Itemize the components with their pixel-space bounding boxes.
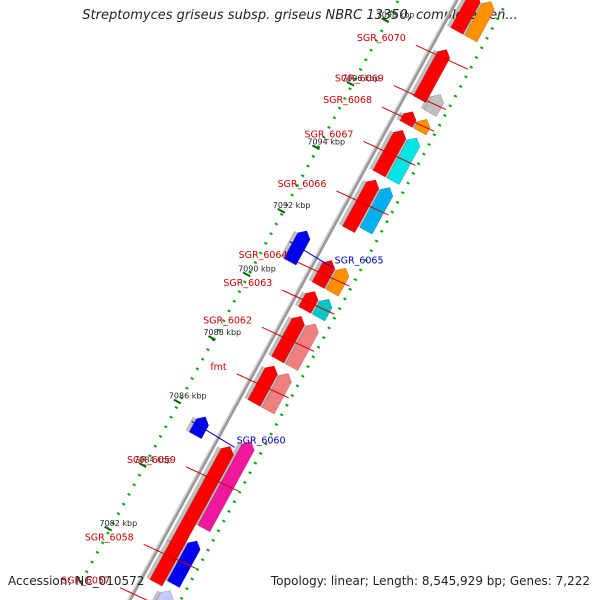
- gene-arrow-SGR_6066: [359, 187, 394, 235]
- ruler-tick-label: 7096 kbp: [342, 74, 380, 83]
- ruler-tick-label: 7088 kbp: [203, 328, 241, 337]
- gene-label: SGR_6066: [277, 179, 326, 190]
- ruler-dotted-line: [79, 0, 401, 583]
- gene-arrow-unlabeled: [413, 49, 451, 103]
- gene-arrow-shadow: [294, 291, 306, 307]
- gene-arrow-SGR_6058: [166, 540, 201, 589]
- gene-arrow-shadow: [152, 590, 161, 600]
- gene-label: SGR_6060: [237, 435, 286, 446]
- gene-label: SGR_6062: [203, 315, 252, 326]
- gene-arrow-shadow: [369, 130, 394, 171]
- gene-labels: SGR_6057 SGR_6058 SGR_6059 SGR_6060 fmt SGR_6…: [61, 33, 469, 600]
- gene-arrow-SGR_6062: [285, 323, 319, 372]
- gene-arrow-shadow: [420, 94, 432, 110]
- gene-label: SGR_6064: [239, 250, 288, 261]
- gene-label-leader: [191, 420, 235, 448]
- ruler-tick: [138, 462, 147, 468]
- gene-arrow-shadow: [185, 416, 197, 433]
- gene-arrow-shadow: [409, 49, 438, 96]
- ruler-tick-label: 7090 kbp: [238, 265, 276, 274]
- gene-arrow-SGR_6059: [197, 441, 255, 533]
- gene-label-leader: [393, 85, 447, 110]
- gene-arrow-SGR_6070: [443, 50, 468, 80]
- gene-label-leader: [143, 543, 196, 569]
- gene-features: [146, 0, 495, 600]
- gene-arrow-shadow: [308, 260, 323, 282]
- gene-arrow-SGR_6064: [325, 267, 350, 297]
- gene-label-leader: [282, 289, 335, 315]
- map-title: Streptomyces griseus subsp. griseus NBRC…: [82, 8, 518, 23]
- gene-label: SGR_6059: [127, 455, 176, 466]
- ruler-tick: [207, 335, 216, 341]
- gene-arrow-shadow: [280, 230, 298, 259]
- gene-arrow-shadow: [146, 539, 171, 580]
- gene-arrow-SGR_6057: [156, 590, 174, 600]
- ruler-tick-label: 7094 kbp: [307, 138, 345, 147]
- gene-arrow-fmt: [261, 373, 292, 415]
- gene-label-leader: [289, 241, 333, 268]
- gene-arrow-SGR_6065: [283, 230, 311, 266]
- topology-text: Topology: linear; Length: 8,545,929 bp; …: [270, 574, 590, 588]
- ruler-tick: [242, 271, 251, 278]
- gene-label-leader: [261, 326, 315, 352]
- gene-label: SGR_6057: [61, 576, 110, 587]
- gene-label: SGR_6069: [335, 74, 384, 85]
- ruler-tick: [277, 208, 286, 214]
- ruler-tick-label: 7084 kbp: [134, 455, 172, 464]
- gene-label-leader: [336, 190, 389, 216]
- accession-text: Accession: NC_010572: [8, 574, 145, 588]
- gene-arrow-shadow: [338, 179, 367, 227]
- ruler-tick: [104, 525, 113, 532]
- ruler-tick-label: 7086 kbp: [169, 392, 207, 401]
- gene-arrow-shadow: [166, 446, 222, 543]
- gene-arrow-shadow: [447, 0, 466, 28]
- ruler-tick: [346, 80, 355, 87]
- gene-arrow-unlabeled: [169, 446, 234, 550]
- gene-label: SGR_6070: [357, 33, 406, 44]
- gene-arrow-unlabeled: [464, 1, 495, 43]
- gene-arrow-unlabeled: [342, 179, 380, 234]
- ruler-tick: [173, 398, 182, 405]
- ruler-tick-label: 7098 kbp: [377, 10, 415, 19]
- ruler-tick-label: 7082 kbp: [100, 519, 138, 528]
- gene-label-leader: [381, 106, 435, 132]
- kbp-ruler: 7082 kbp 7084 kbp 7086 kbp 7088 kbp 7090 kbp…: [79, 0, 505, 600]
- gene-label: fmt: [210, 362, 227, 373]
- gene-arrow-SGR_6060: [188, 416, 210, 440]
- gene-arrow-shadow: [267, 316, 293, 357]
- gene-label-leader: [185, 466, 239, 492]
- gene-label: SGR_6063: [223, 278, 272, 289]
- gene-label: SGR_6067: [304, 129, 353, 140]
- gene-label: SGR_6058: [85, 532, 134, 543]
- gene-arrow-SGR_6067: [386, 137, 421, 186]
- gene-arrow-SGR_6069: [423, 94, 444, 117]
- ruler-tick-label: 7092 kbp: [273, 201, 311, 210]
- ruler-tick: [381, 17, 390, 23]
- gene-label-leader: [297, 261, 350, 287]
- gene-arrow-unlabeled: [450, 0, 481, 35]
- ruler-tick: [311, 144, 320, 151]
- gene-label: SGR_6068: [323, 95, 372, 106]
- gene-label: SGR_6065: [335, 256, 384, 267]
- gene-label-leader: [236, 373, 289, 399]
- gene-label-leader: [415, 44, 469, 70]
- gene-arrow-shadow: [244, 365, 266, 400]
- feature-dotted-line: [179, 7, 505, 600]
- gene-label-leader: [363, 140, 416, 166]
- gene-arrow-shadow: [396, 111, 404, 121]
- backbone-line: [127, 0, 459, 600]
- gene-arrow-SGR_6063: [312, 298, 333, 322]
